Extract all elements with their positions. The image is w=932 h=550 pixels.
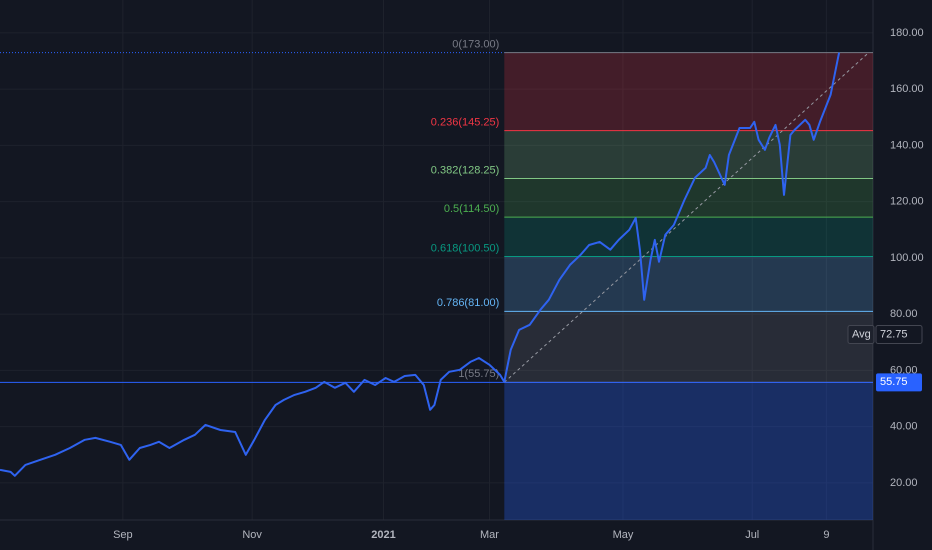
y-tick-label: 40.00 [890,421,918,433]
x-tick-label: 2021 [371,529,395,541]
fib-zone [504,311,873,383]
y-tick-label: 60.00 [890,364,918,376]
y-tick-label: 80.00 [890,308,918,320]
fib-label: 1(55.75) [458,368,499,380]
avg-value: 72.75 [880,328,908,340]
price-label: 55.75 [880,376,908,388]
x-tick-label: May [613,529,634,541]
fib-label: 0.382(128.25) [431,164,500,176]
fib-label: 0.786(81.00) [437,297,499,309]
y-tick-label: 160.00 [890,83,924,95]
fib-label: 0(173.00) [452,38,499,50]
fib-zone [504,130,873,179]
price-series [0,52,841,477]
price-label-box [876,373,922,392]
fib-label: 0.236(145.25) [431,117,500,129]
fib-trend [503,52,870,383]
avg-value-box [875,325,923,345]
x-tick-label: Nov [242,529,262,541]
x-tick-label: Jul [745,529,759,541]
y-tick-label: 20.00 [890,477,918,489]
fib-label: 0.5(114.50) [444,203,499,215]
fib-extension [504,382,873,520]
avg-name: Avg [852,328,871,340]
fib-zone [504,217,873,257]
y-tick-label: 100.00 [890,252,924,264]
fib-label: 0.618(100.50) [431,242,500,254]
x-tick-label: 9 [823,529,829,541]
y-tick-label: 140.00 [890,139,924,151]
fib-zone [504,52,873,131]
x-tick-label: Mar [480,529,499,541]
fib-zone [504,178,873,218]
y-tick-label: 180.00 [890,27,924,39]
x-tick-label: Sep [113,529,133,541]
avg-box [847,325,875,345]
y-tick-label: 120.00 [890,196,924,208]
fib-zone [504,256,873,312]
